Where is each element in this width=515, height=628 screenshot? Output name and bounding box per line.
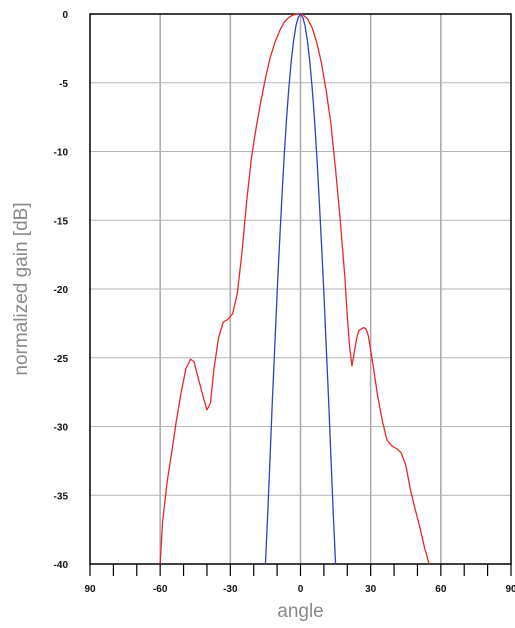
y-tick-label: -40	[54, 560, 69, 571]
x-tick-label: 0	[298, 584, 304, 595]
y-tick-label: -20	[54, 285, 69, 296]
x-minor-ticks	[89, 564, 512, 576]
y-tick-label: 0	[62, 10, 68, 21]
y-tick-label: -30	[54, 423, 69, 434]
x-tick-label: 60	[435, 584, 447, 595]
y-tick-label: -10	[54, 148, 69, 159]
series-line-2	[264, 13, 337, 565]
x-tick-label: 90	[84, 584, 96, 595]
y-tick-labels: 0 -5 -10 -15 -20 -25 -30 -35 -40	[54, 10, 69, 571]
y-tick-label: -35	[54, 491, 69, 502]
x-tick-labels: 90 -60 -30 0 30 60 90	[84, 584, 515, 595]
grid-lines	[90, 14, 511, 564]
x-tick-label: -60	[153, 584, 168, 595]
x-tick-label: -30	[223, 584, 238, 595]
series-layer	[159, 13, 430, 565]
y-tick-label: -15	[54, 216, 69, 227]
x-tick-label: 30	[365, 584, 377, 595]
x-tick-label: 90	[505, 584, 515, 595]
x-axis-title: angle	[277, 601, 324, 622]
series-line-1	[159, 13, 430, 565]
y-axis-title: normalized gain [dB]	[11, 202, 32, 375]
y-tick-label: -5	[59, 79, 68, 90]
y-tick-label: -25	[54, 354, 69, 365]
